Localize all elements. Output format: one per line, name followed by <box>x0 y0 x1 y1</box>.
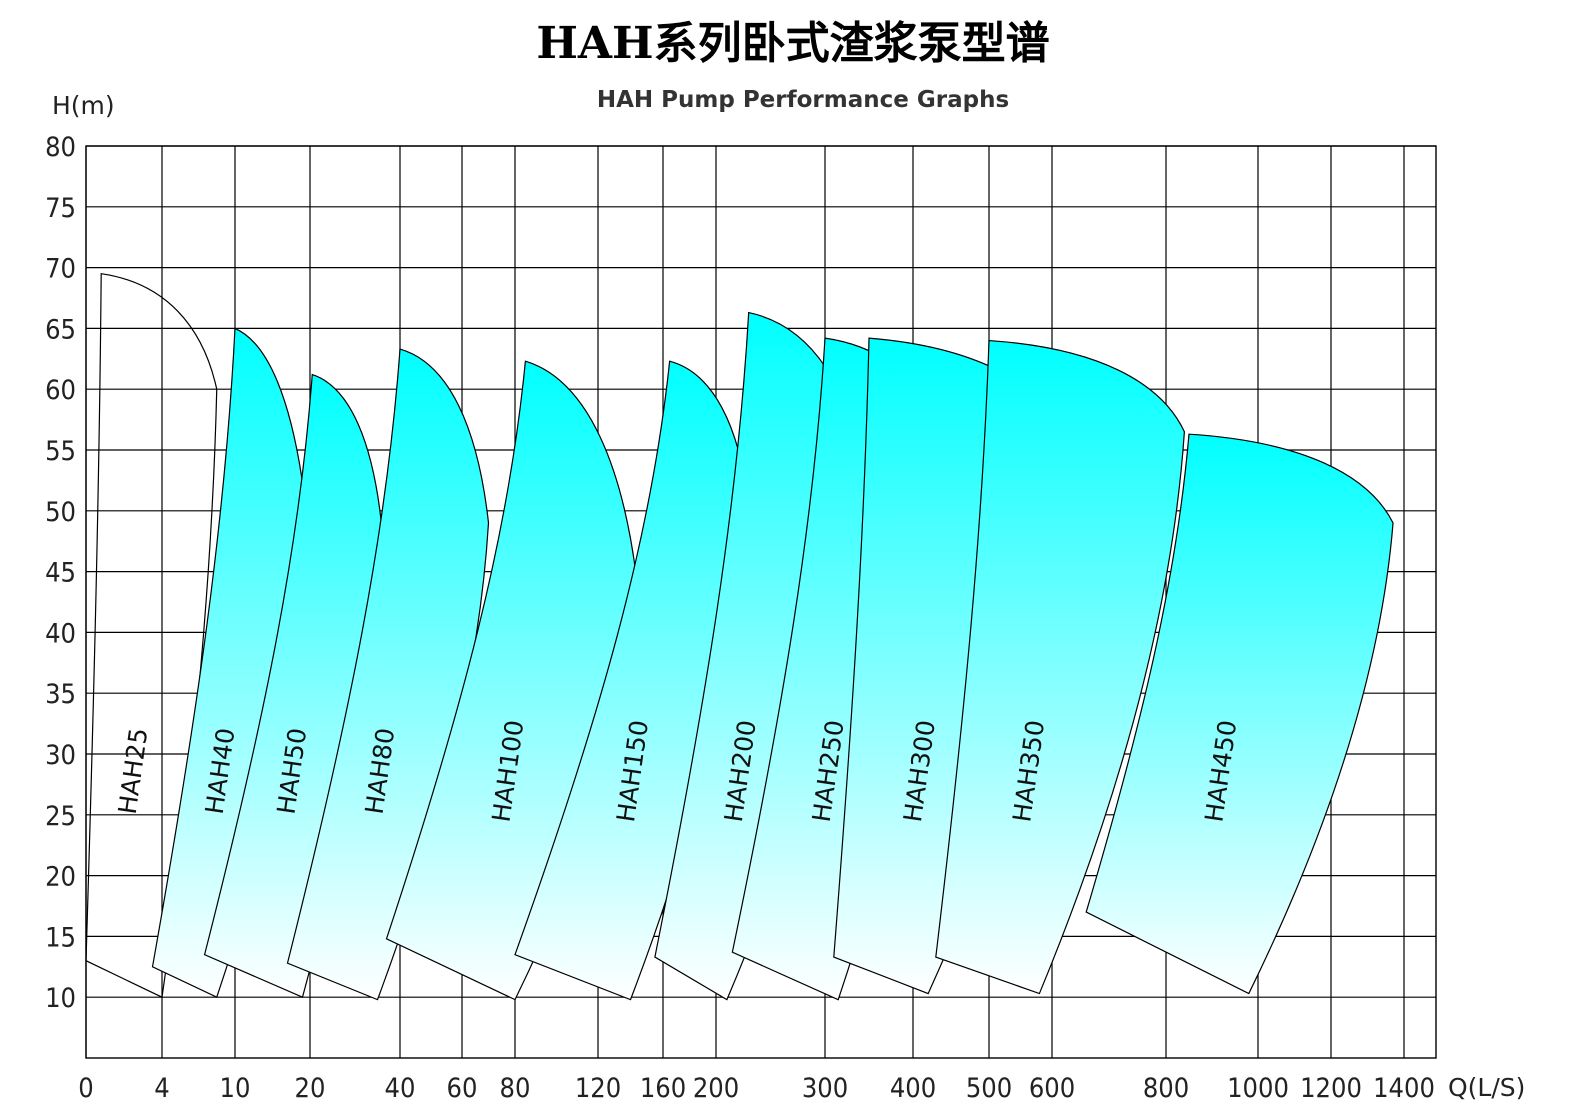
y-tick-label: 30 <box>45 740 76 771</box>
chart-title: HAH系列卧式渣浆泵型谱 <box>536 18 1049 69</box>
y-tick-label: 20 <box>45 862 76 893</box>
y-tick-label: 70 <box>45 254 76 285</box>
y-tick-label: 55 <box>45 436 76 467</box>
region-hah350 <box>935 339 1186 995</box>
x-tick-label: 10 <box>220 1073 251 1104</box>
y-tick-label: 60 <box>45 375 76 406</box>
y-tick-label: 75 <box>45 193 76 224</box>
x-tick-label: 60 <box>447 1073 478 1104</box>
pump-regions <box>85 272 1394 1001</box>
x-tick-label: 1400 <box>1373 1073 1435 1104</box>
y-axis-label: H(m) <box>52 91 115 120</box>
x-axis-label: Q(L/S) <box>1448 1073 1525 1102</box>
x-tick-label: 800 <box>1143 1073 1189 1104</box>
x-tick-label: 200 <box>693 1073 739 1104</box>
x-tick-label: 600 <box>1029 1073 1075 1104</box>
x-tick-label: 20 <box>295 1073 326 1104</box>
y-tick-label: 65 <box>45 314 76 345</box>
y-tick-label: 35 <box>45 679 76 710</box>
region-hah450 <box>1085 433 1394 995</box>
x-tick-label: 80 <box>500 1073 531 1104</box>
plot-frame <box>85 145 1437 1059</box>
x-tick-label: 1200 <box>1300 1073 1362 1104</box>
y-tick-label: 25 <box>45 801 76 832</box>
x-tick-label: 1000 <box>1227 1073 1289 1104</box>
chart-subtitle: HAH Pump Performance Graphs <box>597 87 1009 113</box>
y-tick-label: 40 <box>45 618 76 649</box>
series-label-hah25: HAH25 <box>113 726 154 816</box>
y-tick-label: 10 <box>45 983 76 1014</box>
tick-labels: 0 4 10 20 40 60 80 120 160 200 300 400 500 600 800 1000… <box>45 132 1435 1104</box>
x-tick-label: 500 <box>966 1073 1012 1104</box>
x-tick-label: 40 <box>385 1073 416 1104</box>
x-tick-label: 120 <box>575 1073 621 1104</box>
x-tick-label: 0 <box>78 1073 93 1104</box>
y-tick-label: 15 <box>45 922 76 953</box>
y-tick-label: 50 <box>45 497 76 528</box>
y-tick-label: 45 <box>45 558 76 589</box>
y-tick-label: 80 <box>45 132 76 163</box>
x-tick-label: 400 <box>890 1073 936 1104</box>
x-tick-label: 4 <box>154 1073 169 1104</box>
x-tick-label: 300 <box>802 1073 848 1104</box>
x-tick-label: 160 <box>640 1073 686 1104</box>
